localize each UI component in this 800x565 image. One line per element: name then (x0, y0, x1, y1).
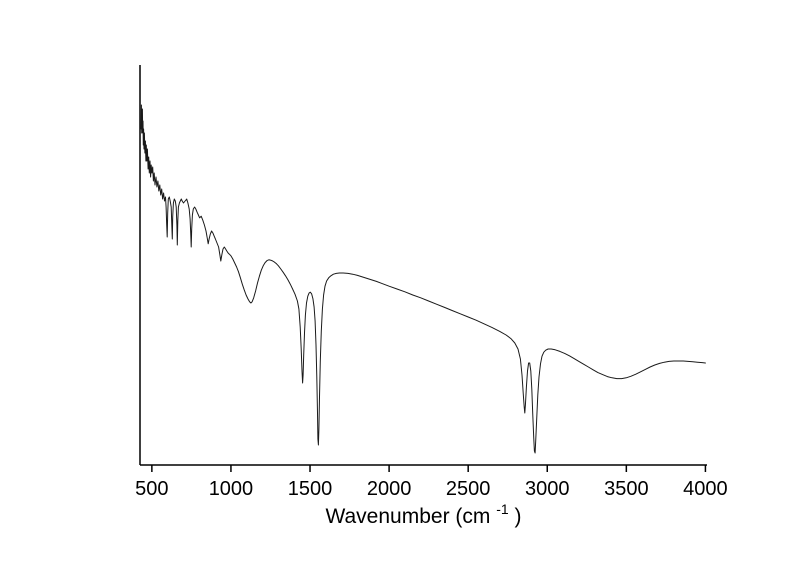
x-tick-label: 1000 (209, 478, 254, 500)
x-tick-label: 3500 (604, 478, 649, 500)
x-tick-label: 500 (135, 478, 168, 500)
x-axis-title: Wavenumber (cm -1 ) (325, 496, 521, 528)
x-tick-label: 2000 (367, 478, 412, 500)
x-axis-title-superscript: -1 (496, 501, 509, 517)
x-axis-title-prefix: Wavenumber (cm (325, 505, 490, 528)
x-axis-ticks: 500 1000 1500 2000 2500 3000 3500 4000 (135, 465, 728, 500)
spectrum-curve (140, 104, 706, 454)
x-tick-label: 3000 (525, 478, 570, 500)
x-tick-label: 2500 (446, 478, 491, 500)
x-tick-label: 4000 (683, 478, 728, 500)
x-tick-label: 1500 (288, 478, 333, 500)
x-axis-title-suffix: ) (515, 505, 522, 528)
